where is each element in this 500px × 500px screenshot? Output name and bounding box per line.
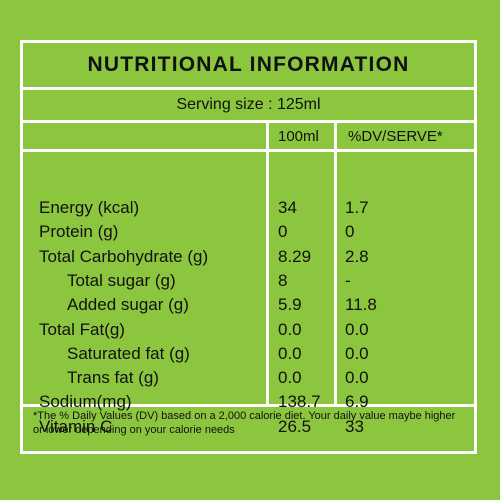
nutrient-name: Protein (g)	[39, 222, 119, 242]
table-row: Added sugar (g) 5.9 11.8	[23, 293, 474, 317]
nutrient-name: Total sugar (g)	[67, 270, 176, 290]
value-per-100ml: 8.29	[278, 246, 312, 266]
nutrient-name: Vitamin C	[39, 416, 113, 436]
value-per-100ml: 0.0	[278, 319, 302, 339]
table-row: Protein (g) 0 0	[23, 220, 474, 244]
value-dv-per-serve: 0.0	[345, 319, 369, 339]
value-dv-per-serve: 1.7	[345, 198, 369, 217]
nutrient-name: Energy (kcal)	[39, 198, 140, 217]
nutrient-table: Energy (kcal) 34 1.7 Protein (g) 0 0 Total Car…	[23, 152, 474, 436]
value-per-100ml: 0.0	[278, 368, 302, 388]
value-dv-per-serve: 0	[345, 222, 355, 242]
value-dv-per-serve: -	[345, 270, 351, 290]
footnote: *The % Daily Values (DV) based on a 2,00…	[33, 410, 456, 436]
value-dv-per-serve: 0.0	[345, 343, 369, 363]
column-divider-2	[334, 123, 337, 404]
value-per-100ml: 0	[278, 222, 288, 242]
value-dv-per-serve: 2.8	[345, 246, 369, 266]
value-per-100ml: 26.5	[278, 416, 312, 436]
table-row: Total Carbohydrate (g) 8.29 2.8	[23, 245, 474, 269]
nutrition-panel: NUTRITIONAL INFORMATION Serving size : 1…	[20, 40, 477, 454]
value-per-100ml: 138.7	[278, 392, 321, 412]
table-row: Total Fat(g) 0.0 0.0	[23, 318, 474, 342]
table-row: Vitamin C 26.5 33	[23, 415, 474, 439]
value-dv-per-serve: 33	[345, 416, 364, 436]
column-header-dv: %DV/SERVE*	[348, 127, 443, 145]
value-dv-per-serve: 0.0	[345, 368, 369, 388]
column-header-row: 100ml %DV/SERVE*	[23, 123, 474, 152]
nutrient-name: Saturated fat (g)	[67, 343, 190, 363]
column-header-100ml: 100ml	[278, 127, 319, 145]
value-per-100ml: 5.9	[278, 295, 302, 315]
nutrient-name: Trans fat (g)	[67, 368, 159, 388]
value-per-100ml: 8	[278, 270, 288, 290]
panel-title: NUTRITIONAL INFORMATION	[23, 43, 474, 90]
serving-size: Serving size : 125ml	[23, 90, 474, 123]
table-row: Total sugar (g) 8 -	[23, 269, 474, 293]
table-row: Energy (kcal) 34 1.7	[23, 196, 474, 220]
value-per-100ml: 0.0	[278, 343, 302, 363]
value-per-100ml: 34	[278, 198, 297, 217]
table-row: Sodium(mg) 138.7 6.9	[23, 390, 474, 414]
column-divider-1	[266, 123, 269, 404]
nutrient-name: Total Fat(g)	[39, 319, 125, 339]
table-row: Trans fat (g) 0.0 0.0	[23, 366, 474, 390]
value-dv-per-serve: 6.9	[345, 392, 369, 412]
nutrient-name: Added sugar (g)	[67, 295, 189, 315]
nutrient-name: Total Carbohydrate (g)	[39, 246, 209, 266]
table-row: Saturated fat (g) 0.0 0.0	[23, 342, 474, 366]
value-dv-per-serve: 11.8	[345, 295, 377, 315]
nutrient-name: Sodium(mg)	[39, 392, 132, 412]
